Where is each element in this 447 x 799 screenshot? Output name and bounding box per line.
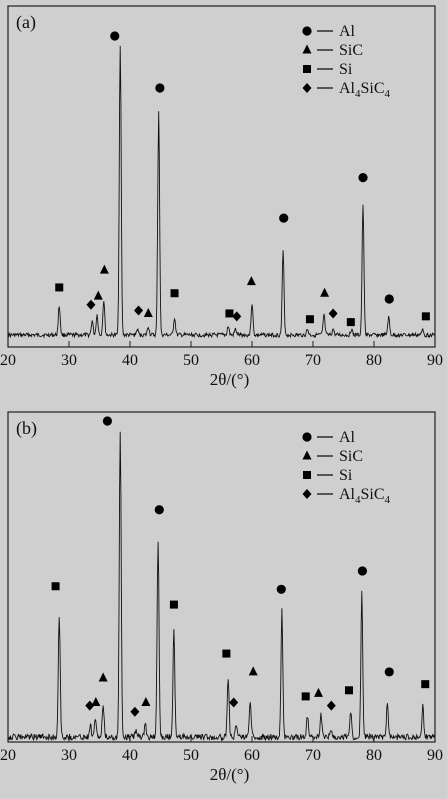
- legend-marker-triangle: [302, 44, 312, 54]
- peak-marker-diamond: [130, 706, 140, 717]
- x-tick-label: 80: [366, 352, 382, 369]
- peak-marker-diamond: [232, 311, 242, 322]
- peak-marker-square: [346, 318, 355, 327]
- peak-marker-square: [421, 312, 430, 321]
- x-tick-label: 40: [122, 747, 138, 764]
- peak-marker-square: [421, 680, 430, 689]
- peak-marker-circle: [358, 173, 368, 183]
- legend-marker-square: [303, 471, 311, 479]
- x-tick-label: 20: [0, 747, 16, 764]
- peak-marker-square: [344, 686, 353, 695]
- peak-marker-diamond: [134, 305, 144, 316]
- legend-marker-circle: [302, 432, 312, 442]
- x-tick-label: 20: [0, 352, 16, 369]
- legend-label: Al: [339, 429, 356, 446]
- peak-marker-square: [225, 309, 234, 318]
- peak-marker-diamond: [326, 700, 336, 711]
- peak-marker-square: [170, 289, 179, 298]
- chart-panel-a: (a) 20 30 40 50 60 70 80 90 2θ/(°) Al SiC Si Al4SiC4: [0, 5, 443, 389]
- legend-label: Si: [339, 61, 353, 78]
- x-tick-label: 60: [244, 352, 260, 369]
- legend-label: Al: [339, 23, 356, 40]
- peak-marker-diamond: [86, 299, 96, 310]
- plot-frame: [7, 411, 436, 743]
- plot-frame: [7, 5, 436, 348]
- spectrum-line: [7, 45, 436, 339]
- x-tick-label: 60: [244, 747, 260, 764]
- x-axis-label: 2θ/(°): [210, 765, 250, 784]
- legend-marker-circle: [302, 26, 312, 36]
- x-tick-label: 50: [183, 352, 199, 369]
- spectrum-line: [7, 431, 436, 742]
- x-axis-label: 2θ/(°): [210, 370, 250, 389]
- x-tick-label: 50: [183, 747, 199, 764]
- x-tick-label: 30: [61, 352, 77, 369]
- legend-marker-diamond: [302, 83, 312, 93]
- peak-marker-triangle: [91, 697, 101, 707]
- panel-label: (b): [16, 418, 37, 439]
- panel-label: (a): [16, 12, 36, 33]
- legend-marker-square: [303, 65, 311, 73]
- peak-marker-circle: [384, 294, 394, 304]
- peak-marker-triangle: [313, 687, 323, 697]
- peak-marker-diamond: [229, 697, 239, 708]
- peak-marker-square: [301, 692, 310, 701]
- peak-marker-triangle: [141, 697, 151, 707]
- peak-marker-circle: [102, 416, 113, 426]
- peak-marker-square: [51, 582, 60, 591]
- peak-marker-circle: [276, 584, 286, 594]
- peak-marker-triangle: [246, 276, 256, 286]
- peak-marker-square: [222, 649, 231, 658]
- legend-marker-diamond: [302, 489, 312, 499]
- chart-panel-b: (b) 20 30 40 50 60 70 80 90 2θ/(°) Al SiC Si Al4SiC4: [0, 411, 443, 784]
- legend-label: SiC: [339, 448, 363, 465]
- peak-marker-triangle: [98, 672, 108, 682]
- peak-marker-triangle: [93, 290, 103, 300]
- peak-marker-square: [169, 600, 178, 609]
- x-tick-label: 90: [427, 352, 443, 369]
- peak-marker-circle: [357, 566, 368, 576]
- peak-marker-circle: [279, 213, 289, 223]
- peak-marker-square: [55, 283, 64, 292]
- peak-marker-diamond: [328, 308, 338, 319]
- peak-marker-triangle: [320, 287, 330, 297]
- x-tick-label: 40: [122, 352, 138, 369]
- peak-marker-diamond: [85, 700, 95, 711]
- peak-marker-circle: [110, 31, 120, 41]
- peak-marker-circle: [155, 83, 165, 93]
- x-tick-label: 70: [305, 747, 321, 764]
- peak-marker-triangle: [143, 307, 153, 317]
- x-tick-label: 70: [305, 352, 321, 369]
- peak-marker-triangle: [248, 666, 258, 676]
- x-tick-label: 90: [427, 747, 443, 764]
- legend-label: Al4SiC4: [339, 80, 391, 100]
- legend-label: Si: [339, 467, 353, 484]
- peak-marker-triangle: [99, 264, 109, 274]
- x-tick-label: 30: [61, 747, 77, 764]
- legend-marker-triangle: [302, 450, 312, 460]
- x-tick-label: 80: [366, 747, 382, 764]
- peak-marker-circle: [384, 667, 394, 677]
- peak-marker-circle: [154, 505, 164, 515]
- peak-marker-square: [305, 315, 314, 324]
- legend-label: Al4SiC4: [339, 486, 391, 506]
- legend-label: SiC: [339, 42, 363, 59]
